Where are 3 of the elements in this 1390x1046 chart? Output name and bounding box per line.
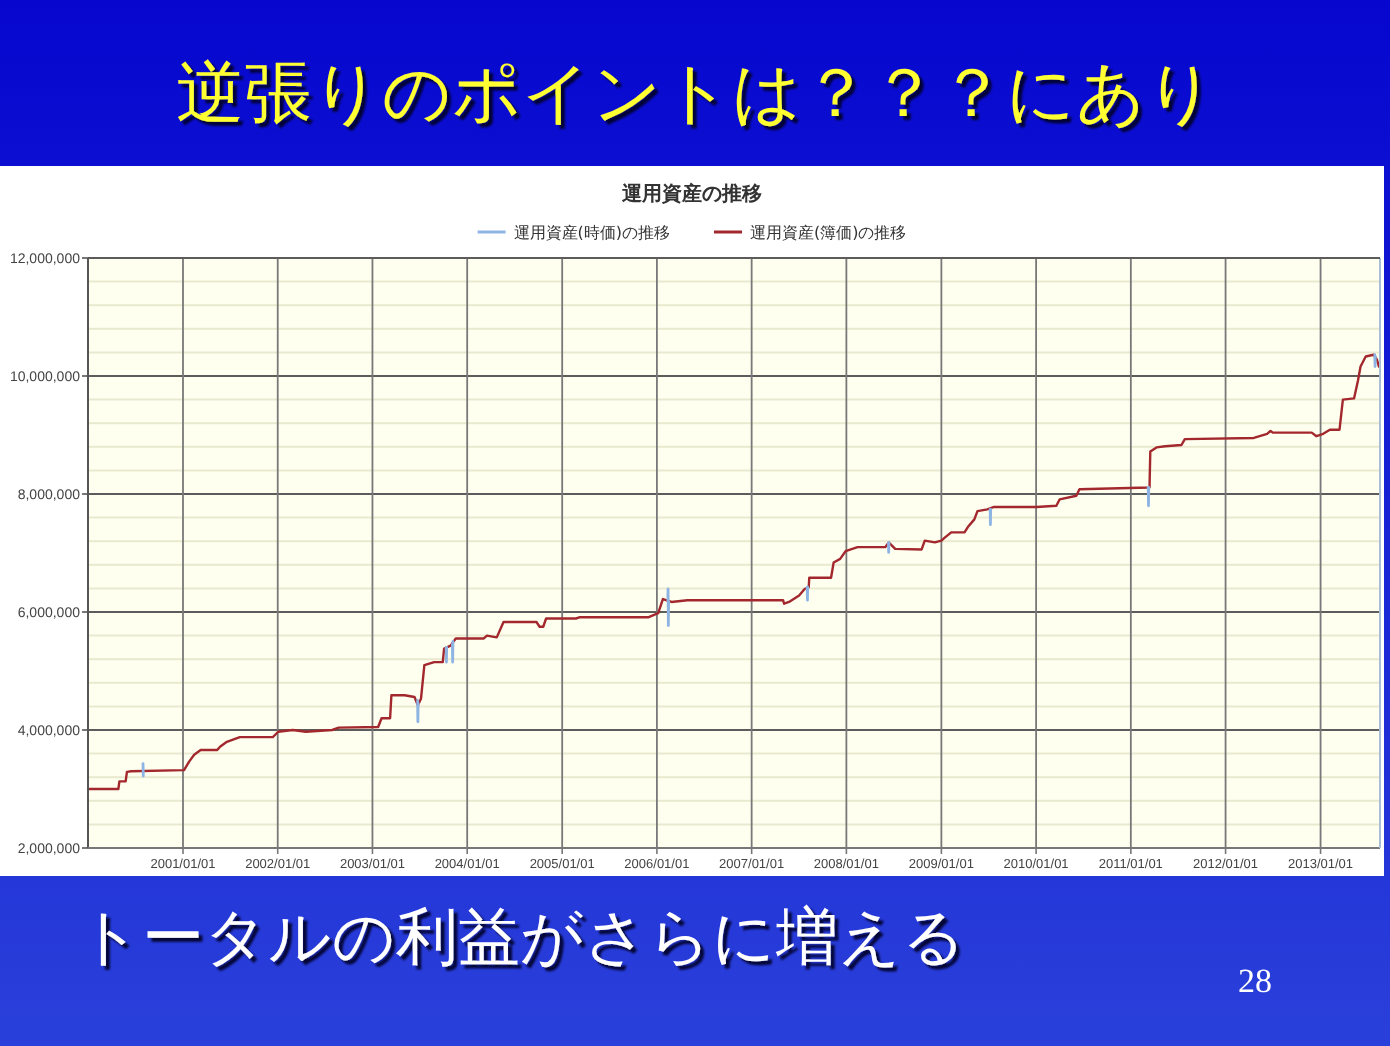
legend-label: 運用資産(簿価)の推移	[750, 224, 907, 242]
legend-label: 運用資産(時価)の推移	[513, 224, 671, 242]
chart-title: 運用資産の推移	[620, 182, 762, 206]
